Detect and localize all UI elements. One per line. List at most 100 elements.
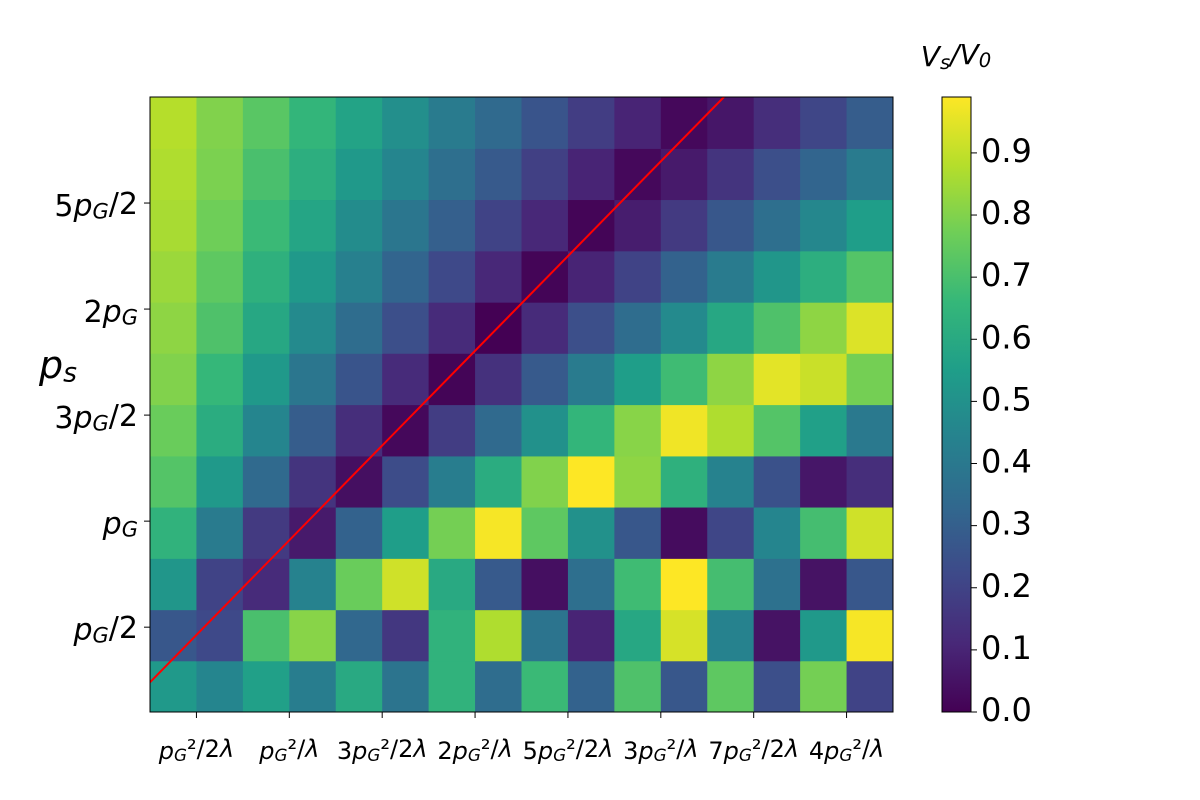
- red-line: [150, 97, 725, 684]
- heatmap-cell: [660, 558, 708, 611]
- heatmap-cell: [753, 660, 801, 712]
- heatmap-cell: [846, 660, 893, 712]
- heatmap-cell: [475, 455, 523, 508]
- heatmap-cell: [289, 609, 337, 662]
- heatmap-cell: [567, 558, 615, 611]
- heatmap-cell: [335, 353, 383, 406]
- heatmap-cell: [753, 455, 801, 508]
- heatmap-cell: [150, 506, 198, 559]
- heatmap-cell: [707, 609, 755, 662]
- heatmap-cell: [382, 301, 430, 354]
- heatmap-cell: [428, 301, 476, 354]
- heatmap-cell: [335, 660, 383, 712]
- heatmap-cell: [428, 506, 476, 559]
- heatmap-cell: [242, 660, 290, 712]
- heatmap-cell: [660, 353, 708, 406]
- heatmap-cell: [660, 301, 708, 354]
- heatmap-cell: [475, 199, 523, 252]
- heatmap-cell: [150, 404, 198, 457]
- heatmap-cell: [475, 97, 523, 149]
- heatmap-cell: [289, 404, 337, 457]
- heatmap-cell: [335, 404, 383, 457]
- heatmap-cell: [707, 250, 755, 303]
- heatmap-cell: [289, 353, 337, 406]
- heatmap-cell: [196, 404, 244, 457]
- heatmap-cell: [475, 250, 523, 303]
- heatmap-cell: [660, 148, 708, 201]
- heatmap-cell: [196, 455, 244, 508]
- heatmap-cell: [428, 353, 476, 406]
- heatmap-cell: [846, 455, 893, 508]
- heatmap-cell: [614, 506, 662, 559]
- x-tick-label: 2pG²/λ: [437, 735, 512, 765]
- heatmap-cell: [753, 301, 801, 354]
- heatmap-cell: [707, 301, 755, 354]
- heatmap-cell: [382, 97, 430, 149]
- heatmap-cell: [150, 609, 198, 662]
- heatmap-cell: [846, 301, 893, 354]
- colorbar: [941, 96, 972, 713]
- heatmap-cell: [614, 353, 662, 406]
- heatmap-cell: [521, 148, 569, 201]
- heatmap-cell: [753, 506, 801, 559]
- heatmap-cell: [335, 558, 383, 611]
- heatmap-cell: [567, 199, 615, 252]
- heatmap-cell: [242, 609, 290, 662]
- heatmap-cell: [567, 506, 615, 559]
- heatmap-cell: [753, 97, 801, 149]
- heatmap-cell: [614, 609, 662, 662]
- heatmap-cell: [196, 199, 244, 252]
- y-tick-label: pG/2: [72, 610, 138, 647]
- colorbar-tick-label: 0.6: [981, 318, 1032, 356]
- heatmap-cell: [335, 250, 383, 303]
- heatmap-cell: [335, 148, 383, 201]
- heatmap-cell: [428, 404, 476, 457]
- plot-frame: [149, 96, 894, 713]
- heatmap-cell: [800, 404, 848, 457]
- heatmap-cell: [289, 97, 337, 149]
- heatmap-cell: [660, 250, 708, 303]
- heatmap-cell: [521, 404, 569, 457]
- heatmap-cell: [242, 301, 290, 354]
- heatmap-cell: [428, 455, 476, 508]
- heatmap-cell: [335, 301, 383, 354]
- heatmap-cell: [242, 97, 290, 149]
- heatmap-cell: [428, 660, 476, 712]
- heatmap-cell: [196, 301, 244, 354]
- colorbar-tick-label: 0.2: [981, 567, 1032, 605]
- x-tick-label: 4pG²/λ: [809, 735, 884, 765]
- heatmap-cell: [289, 558, 337, 611]
- heatmap-cell: [196, 558, 244, 611]
- heatmap-cell: [567, 250, 615, 303]
- heatmap-cell: [382, 404, 430, 457]
- x-tick-label: 5pG²/2λ: [523, 735, 614, 765]
- heatmap-cell: [521, 506, 569, 559]
- x-tick-label: 3pG²/2λ: [337, 735, 428, 765]
- heatmap-cell: [660, 660, 708, 712]
- heatmap-cell: [846, 404, 893, 457]
- heatmap-cell: [614, 558, 662, 611]
- heatmap-cell: [846, 148, 893, 201]
- heatmap-cell: [196, 660, 244, 712]
- heatmap-cell: [382, 660, 430, 712]
- heatmap-cell: [242, 148, 290, 201]
- heatmap-cell: [428, 558, 476, 611]
- heatmap-cell: [150, 353, 198, 406]
- heatmap-cell: [567, 609, 615, 662]
- heatmap-cell: [846, 558, 893, 611]
- heatmap-cell: [428, 199, 476, 252]
- colorbar-tick-label: 0.9: [981, 132, 1032, 170]
- heatmap-cell: [614, 404, 662, 457]
- x-tick-label: pG²/2λ: [158, 735, 234, 765]
- heatmap-cell: [521, 558, 569, 611]
- heatmap-cell: [150, 660, 198, 712]
- heatmap-cell: [707, 353, 755, 406]
- heatmap-cell: [521, 301, 569, 354]
- heatmap-cell: [660, 455, 708, 508]
- heatmap-cell: [382, 609, 430, 662]
- heatmap-cell: [846, 609, 893, 662]
- heatmap-cell: [335, 455, 383, 508]
- heatmap-cell: [614, 660, 662, 712]
- heatmap-cell: [660, 609, 708, 662]
- heatmap-cell: [335, 199, 383, 252]
